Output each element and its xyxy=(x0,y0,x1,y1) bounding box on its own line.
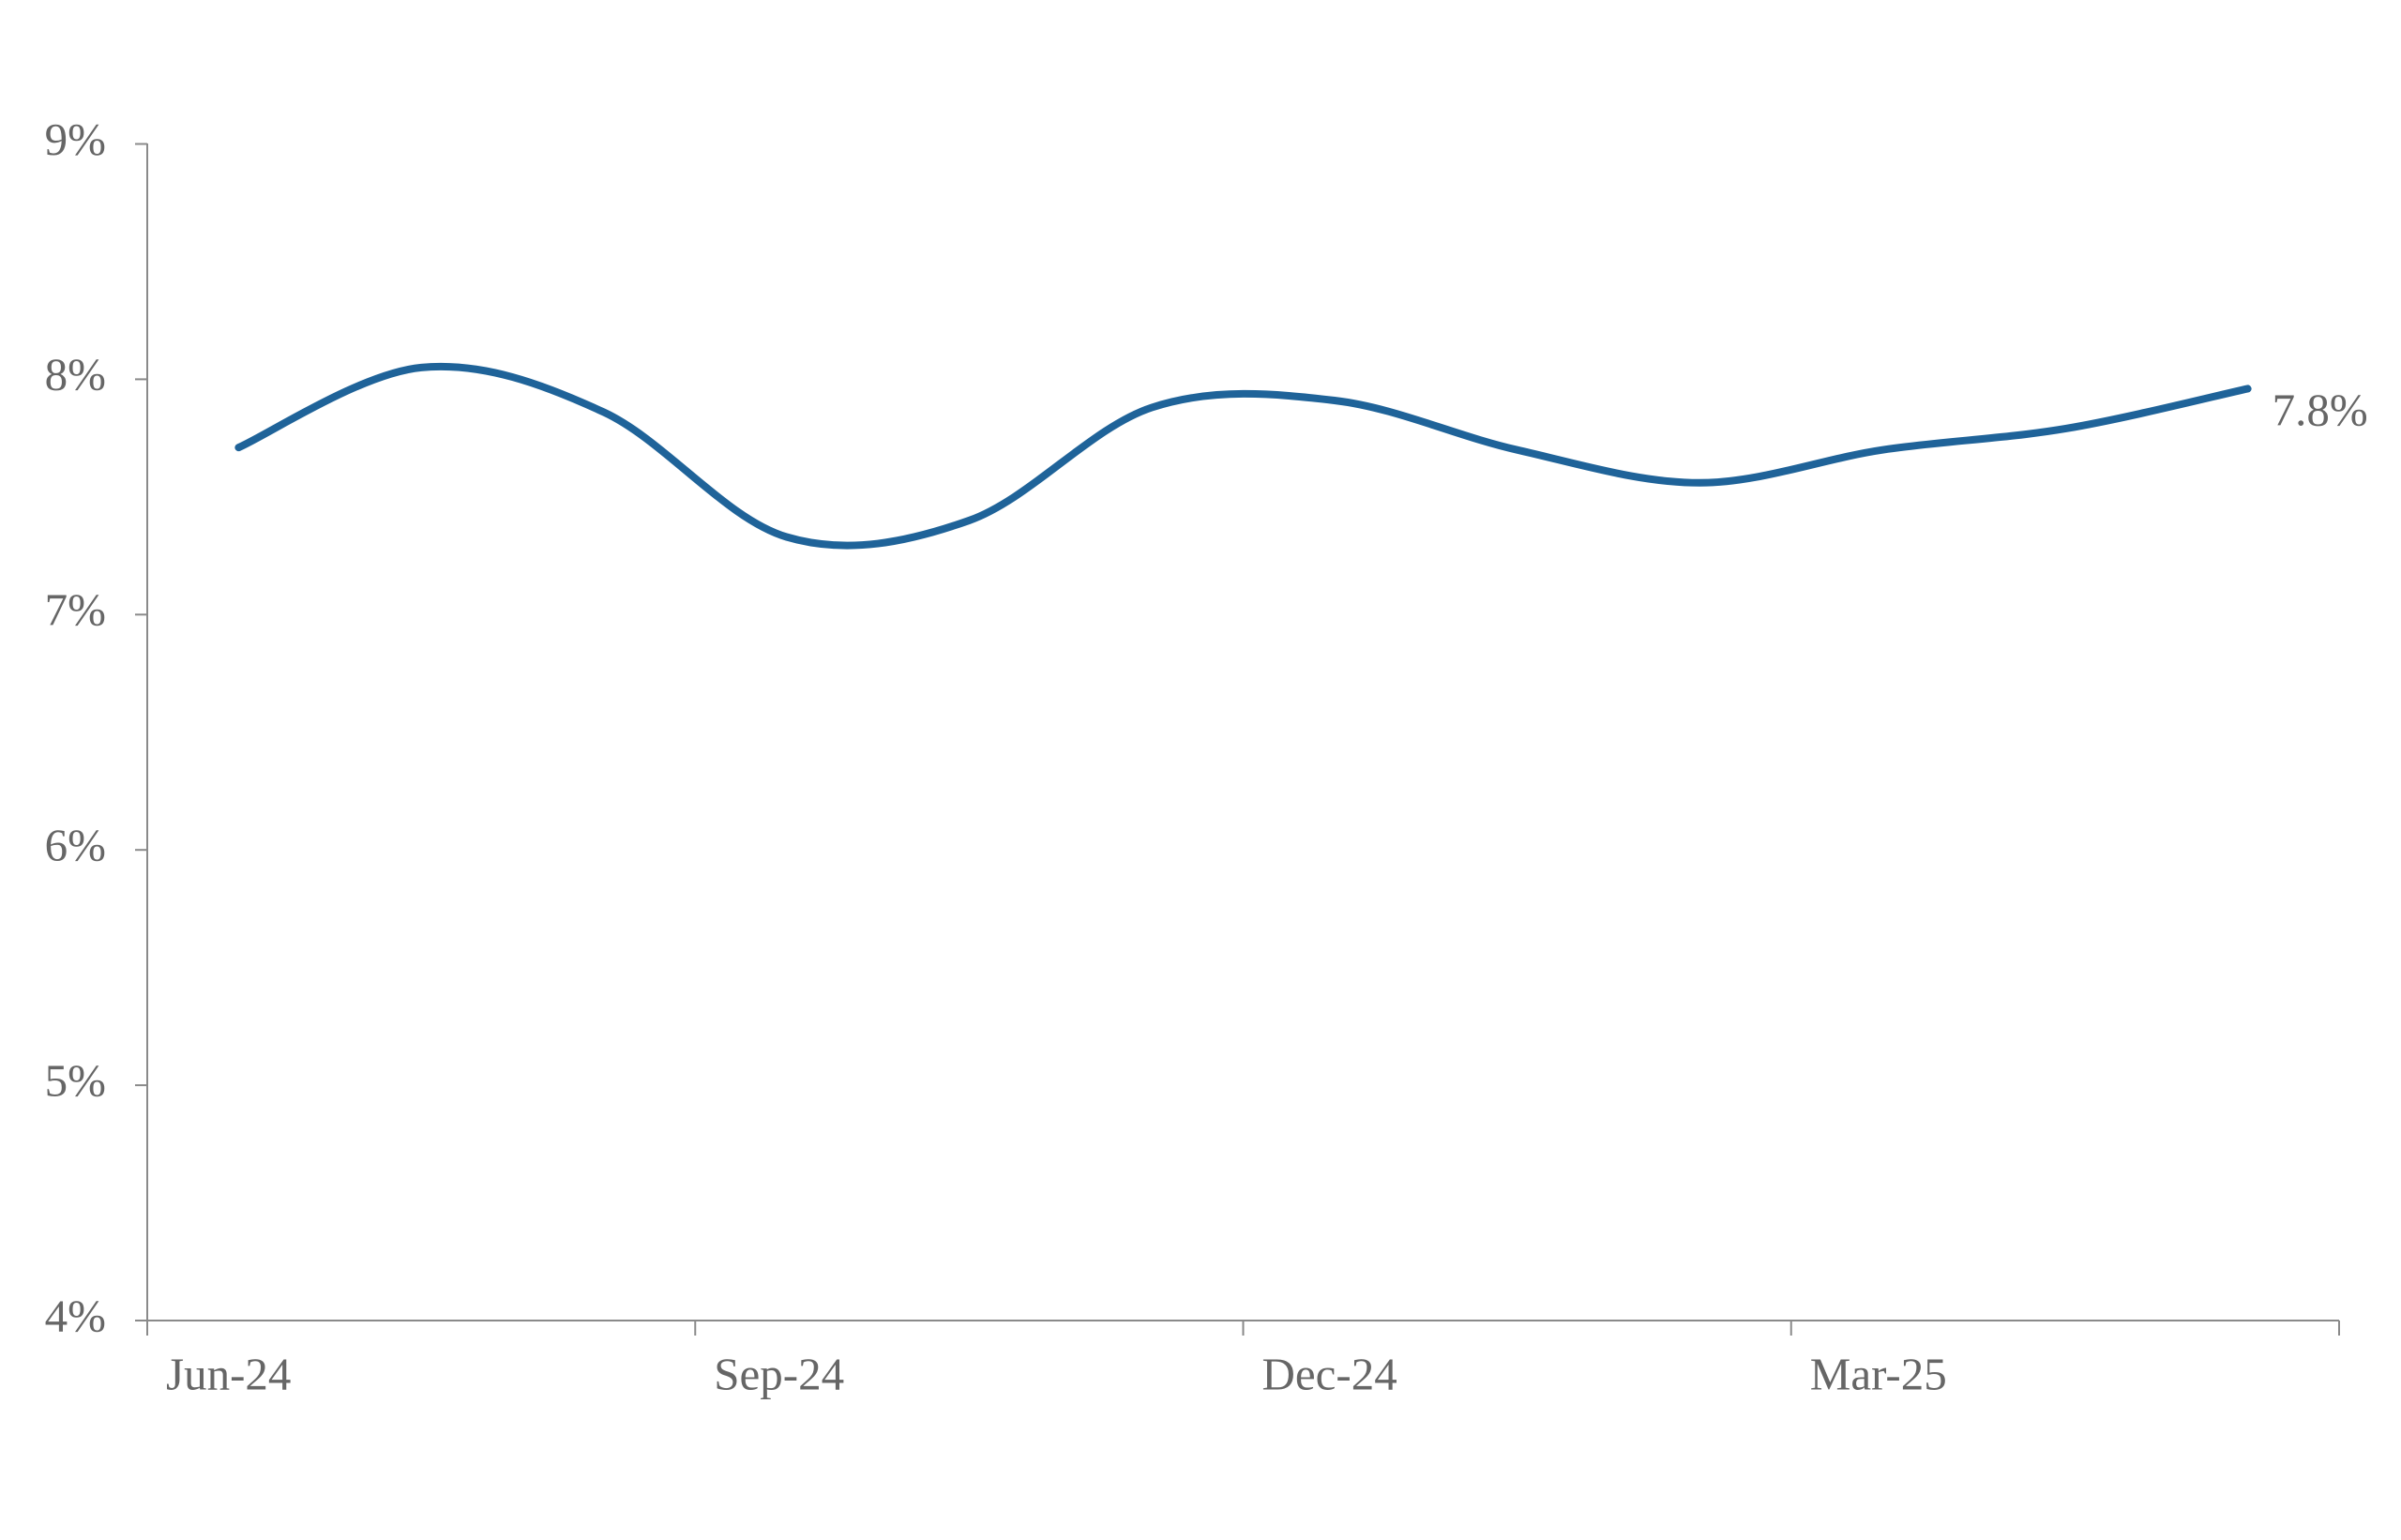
x-tick-label: Mar-25 xyxy=(1810,1348,1947,1399)
x-tick-label: Dec-24 xyxy=(1262,1348,1397,1399)
end-label: 7.8% xyxy=(2273,385,2368,436)
x-tick-label: Sep-24 xyxy=(714,1348,844,1399)
y-tick-label: 5% xyxy=(45,1054,106,1106)
y-tick-label: 4% xyxy=(45,1290,106,1341)
y-tick-label: 7% xyxy=(45,584,106,636)
y-tick-label: 9% xyxy=(45,113,106,165)
y-tick-label: 6% xyxy=(45,819,106,870)
x-tick-label: Jun-24 xyxy=(166,1348,291,1399)
line-series xyxy=(234,362,2252,550)
y-tick-label: 8% xyxy=(45,349,106,400)
